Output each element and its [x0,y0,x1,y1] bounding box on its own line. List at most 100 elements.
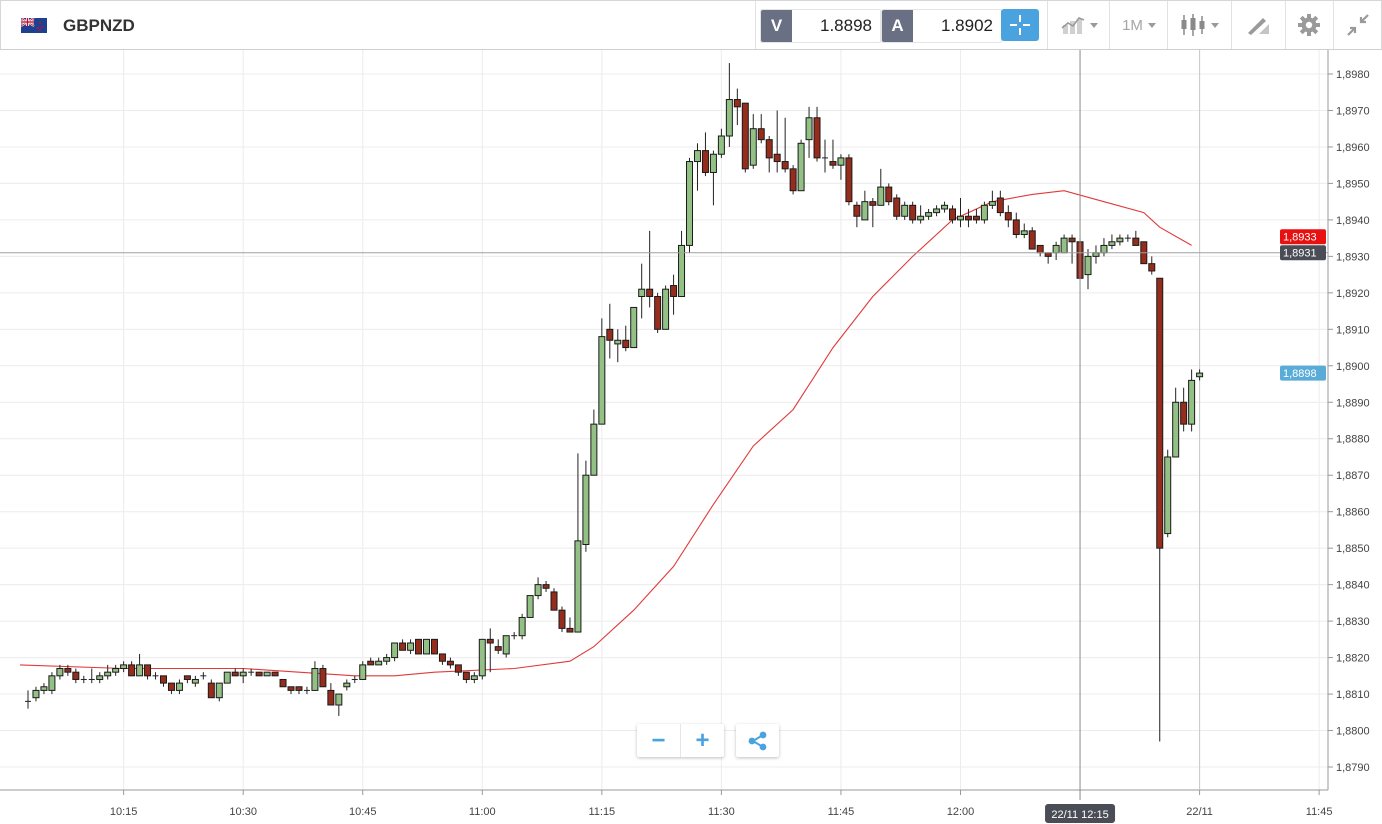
candle-down [183,675,191,680]
chart-type-button[interactable] [1051,1,1107,49]
y-tick-label: 1,8840 [1336,580,1370,592]
y-tick-label: 1,8940 [1336,215,1370,227]
divider [1333,1,1334,49]
divider [1231,1,1232,49]
candle-up [1060,237,1068,254]
candle-down [438,653,446,662]
divider [1047,1,1048,49]
symbol-title: GBPNZD [63,16,135,35]
candle-down [789,168,797,192]
candle-up [478,638,486,677]
candle-up [582,474,590,546]
collapse-button[interactable] [1335,1,1381,49]
candle-up [423,638,430,655]
candle-down [885,186,893,203]
crosshair-icon [1010,15,1030,35]
candle-down [757,128,765,141]
candle-down [255,671,263,677]
candle-up [375,660,383,666]
candle-up [120,664,128,670]
crosshair-button[interactable] [1001,9,1039,41]
candle-down [813,117,821,159]
candle-up [709,153,717,173]
y-tick-label: 1,8980 [1336,69,1370,81]
x-tick-label: 11:30 [708,806,735,818]
x-tick-label: 11:45 [1306,806,1333,818]
candle-down [542,584,550,589]
candle-down [1044,252,1052,257]
y-tick-label: 1,8880 [1336,434,1370,446]
candle-down [773,153,781,163]
pencil-icon [1248,18,1269,35]
candle-up [175,682,183,691]
candle-up [933,208,941,214]
y-tick-label: 1,8830 [1336,616,1370,628]
candle-down [949,208,957,221]
settings-button[interactable] [1287,1,1331,49]
candle-up [805,117,813,141]
moving-average [19,190,1192,677]
candle-up [980,204,988,221]
candle-down [144,664,152,677]
price-tag [1280,229,1326,245]
chart-header: GBPNZD V 1.8898 A 1.8902 1M [0,0,1382,50]
share-controls [736,724,779,757]
candle-up [1108,241,1116,246]
candle-up [104,671,112,677]
candle-down [486,638,494,644]
candle-up [1116,237,1124,243]
candle-up [956,215,964,221]
candle-down [446,660,454,666]
candle-up [407,642,415,651]
candle-up [590,423,598,476]
candle-down [606,328,614,341]
candle-down [765,139,773,159]
y-tick-label: 1,8870 [1336,470,1370,482]
buy-tag: A [882,10,913,42]
candle-down [1004,212,1012,221]
zoom-out-button[interactable]: − [637,724,681,757]
candle-down [670,285,678,297]
x-tick-label: 11:45 [828,806,855,818]
candle-up [1196,372,1204,378]
candle-up [941,204,949,210]
divider [1285,1,1286,49]
candle-down [558,609,566,629]
y-tick-label: 1,8960 [1336,142,1370,154]
zoom-in-button[interactable]: + [695,726,710,754]
candle-up [1052,244,1060,254]
y-tick-label: 1,8810 [1336,689,1370,701]
candle-up [678,244,686,297]
candle-down [741,102,749,170]
x-tick-label: 10:15 [110,806,138,818]
candle-down [494,646,502,651]
candlestick-chart[interactable]: 1,8790 1,8800 1,8810 1,8820 1,8830 1,8840 1,88… [0,49,1382,824]
share-button[interactable] [736,724,779,757]
candle-up [502,635,510,655]
candle-up [335,693,343,706]
uk-nz-flag-icon [21,18,47,33]
sell-price-button[interactable]: V 1.8898 [760,9,881,43]
candle-up [48,675,56,691]
candle-style-button[interactable] [1169,1,1229,49]
chart-grid [0,50,1329,791]
candle-down [996,197,1004,214]
divider [1167,1,1168,49]
crosshair-time-label: 22/11 12:15 [1051,809,1108,821]
buy-price-button[interactable]: A 1.8902 [881,9,1002,43]
candle-up [861,201,869,221]
candle-up [311,668,319,691]
axes: 1,8790 1,8800 1,8810 1,8820 1,8830 1,8840 1,88… [110,69,1370,818]
candle-down [319,668,327,688]
x-tick-label: 10:30 [229,806,257,818]
candle-up [359,664,367,680]
candle-down [701,150,709,173]
candle-down [909,204,917,221]
candle-up [598,336,606,425]
price-tag-label: 1,8898 [1283,368,1317,380]
candle-down [207,682,215,699]
draw-tools-button[interactable] [1233,1,1283,49]
timeframe-button[interactable]: 1M [1111,1,1167,49]
candle-down [550,591,558,611]
candle-up [534,584,542,597]
